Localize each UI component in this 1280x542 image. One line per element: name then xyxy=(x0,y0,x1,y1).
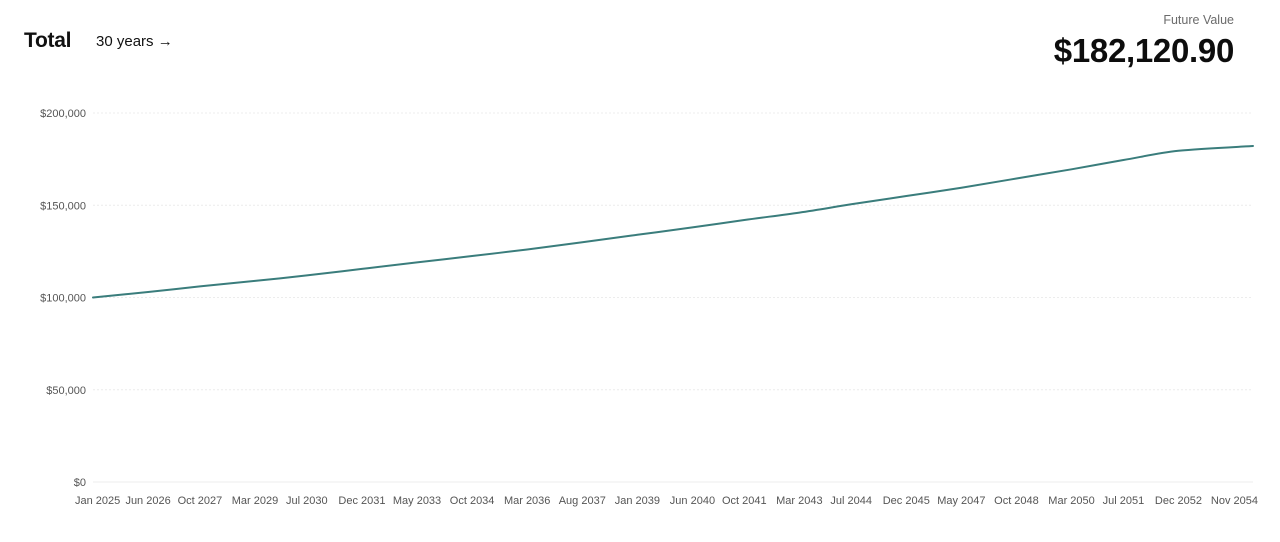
data-point xyxy=(87,292,99,304)
x-axis-ticks: Jan 2025 Jun 2026 Oct 2027 Mar 2029 Jul 2030… xyxy=(75,495,1258,507)
x-tick-label: Dec 2052 xyxy=(1155,495,1202,507)
data-point xyxy=(1247,140,1259,152)
y-tick-label: $0 xyxy=(74,477,86,489)
x-tick-label: Oct 2027 xyxy=(178,495,223,507)
data-point xyxy=(194,280,206,292)
x-tick-label: Jul 2030 xyxy=(286,495,328,507)
future-value-amount: $182,120.90 xyxy=(1053,32,1235,69)
x-tick-label: Jan 2025 xyxy=(75,495,120,507)
x-tick-label: Jul 2051 xyxy=(1103,495,1145,507)
data-point xyxy=(411,256,423,268)
x-tick-label: Mar 2036 xyxy=(504,495,550,507)
data-point xyxy=(1117,154,1129,166)
x-tick-label: Jul 2044 xyxy=(830,495,872,507)
series-line xyxy=(92,145,1254,299)
data-point xyxy=(249,275,261,287)
y-tick-label: $200,000 xyxy=(40,108,86,120)
x-tick-label: May 2033 xyxy=(393,495,441,507)
y-axis-ticks: $0 $50,000 $100,000 $150,000 $200,000 xyxy=(40,108,86,489)
x-tick-label: Oct 2041 xyxy=(722,495,767,507)
data-point xyxy=(1066,163,1078,175)
data-point xyxy=(955,182,967,194)
data-point xyxy=(686,221,698,233)
data-point xyxy=(466,250,478,262)
x-tick-label: Oct 2048 xyxy=(994,495,1039,507)
data-point xyxy=(356,263,368,275)
data-point xyxy=(1010,172,1022,184)
x-tick-label: Aug 2037 xyxy=(559,495,606,507)
x-tick-label: Dec 2031 xyxy=(338,495,385,507)
data-point xyxy=(631,229,643,241)
data-point xyxy=(793,207,805,219)
chart-title: Total xyxy=(24,29,72,52)
data-point xyxy=(900,190,912,202)
y-tick-label: $50,000 xyxy=(46,385,86,397)
x-tick-label: Dec 2045 xyxy=(883,495,930,507)
data-point xyxy=(845,198,857,210)
time-range-button[interactable]: 30 years → xyxy=(96,33,173,50)
x-tick-label: Oct 2034 xyxy=(450,495,495,507)
x-tick-label: Mar 2050 xyxy=(1048,495,1094,507)
data-point xyxy=(738,214,750,226)
data-point xyxy=(576,236,588,248)
x-tick-label: Mar 2029 xyxy=(232,495,278,507)
x-tick-label: May 2047 xyxy=(937,495,985,507)
chart-header: Total 30 years → Future Value $182,120.9… xyxy=(0,0,1280,90)
data-point xyxy=(142,286,154,298)
x-tick-label: Jun 2026 xyxy=(125,495,170,507)
series-layer xyxy=(87,140,1259,304)
data-point xyxy=(301,269,313,281)
data-point xyxy=(1172,145,1184,157)
future-value-label: Future Value xyxy=(1163,13,1234,27)
x-tick-label: Jan 2039 xyxy=(615,495,660,507)
data-point xyxy=(521,244,533,256)
y-tick-label: $100,000 xyxy=(40,293,86,305)
grid-lines xyxy=(93,112,1253,483)
x-tick-label: Mar 2043 xyxy=(776,495,822,507)
y-tick-label: $150,000 xyxy=(40,200,86,212)
x-tick-label: Jun 2040 xyxy=(670,495,715,507)
x-tick-label: Nov 2054 xyxy=(1211,495,1258,507)
